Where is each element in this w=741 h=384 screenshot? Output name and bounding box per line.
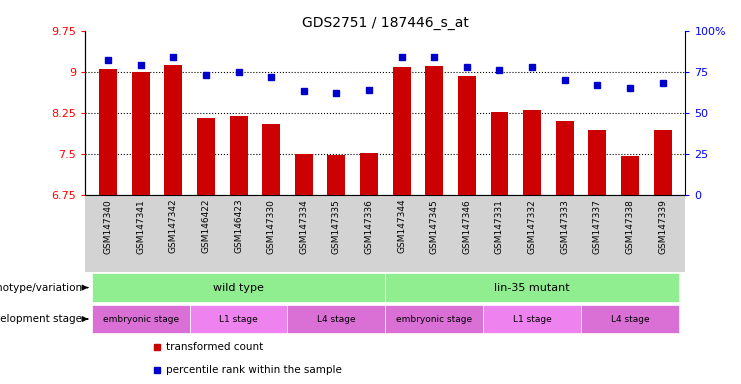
Bar [328, 155, 345, 195]
Bar [385, 305, 483, 333]
Text: GSM147335: GSM147335 [332, 199, 341, 254]
Text: GSM147333: GSM147333 [560, 199, 569, 254]
Bar [190, 305, 288, 333]
Bar [654, 130, 671, 195]
Text: GSM147339: GSM147339 [658, 199, 667, 254]
Text: percentile rank within the sample: percentile rank within the sample [166, 365, 342, 375]
Text: genotype/variation: genotype/variation [0, 283, 82, 293]
Bar [99, 69, 117, 195]
Bar [491, 112, 508, 195]
Text: GSM146422: GSM146422 [202, 199, 210, 253]
Bar [288, 305, 385, 333]
Bar [230, 116, 247, 195]
Bar [295, 154, 313, 195]
Bar [262, 124, 280, 195]
Bar [523, 110, 541, 195]
Bar [197, 118, 215, 195]
Bar [425, 66, 443, 195]
Bar [621, 156, 639, 195]
Bar [393, 68, 411, 195]
Bar [132, 72, 150, 195]
Text: GSM147331: GSM147331 [495, 199, 504, 254]
Bar [92, 273, 385, 302]
Bar [483, 305, 581, 333]
Text: transformed count: transformed count [166, 343, 264, 353]
Text: embryonic stage: embryonic stage [102, 314, 179, 323]
Bar [588, 130, 606, 195]
Text: L1 stage: L1 stage [513, 314, 551, 323]
Text: lin-35 mutant: lin-35 mutant [494, 283, 570, 293]
Text: wild type: wild type [213, 283, 264, 293]
Bar [92, 305, 190, 333]
Text: GSM147334: GSM147334 [299, 199, 308, 253]
Text: GSM147332: GSM147332 [528, 199, 536, 253]
Text: GSM147345: GSM147345 [430, 199, 439, 253]
Text: GSM147338: GSM147338 [625, 199, 634, 254]
Text: development stage: development stage [0, 314, 82, 324]
Text: GSM147346: GSM147346 [462, 199, 471, 253]
Text: GSM147330: GSM147330 [267, 199, 276, 254]
Text: GSM146423: GSM146423 [234, 199, 243, 253]
Bar [165, 65, 182, 195]
Bar [458, 76, 476, 195]
Bar [581, 305, 679, 333]
Text: L4 stage: L4 stage [317, 314, 356, 323]
Text: L4 stage: L4 stage [611, 314, 649, 323]
Text: L1 stage: L1 stage [219, 314, 258, 323]
Bar [385, 273, 679, 302]
Text: GSM147344: GSM147344 [397, 199, 406, 253]
Text: GSM147342: GSM147342 [169, 199, 178, 253]
Text: GSM147341: GSM147341 [136, 199, 145, 253]
Bar [556, 121, 574, 195]
Bar [360, 153, 378, 195]
Title: GDS2751 / 187446_s_at: GDS2751 / 187446_s_at [302, 16, 469, 30]
Text: GSM147337: GSM147337 [593, 199, 602, 254]
Text: GSM147340: GSM147340 [104, 199, 113, 253]
Text: GSM147336: GSM147336 [365, 199, 373, 254]
Text: embryonic stage: embryonic stage [396, 314, 472, 323]
